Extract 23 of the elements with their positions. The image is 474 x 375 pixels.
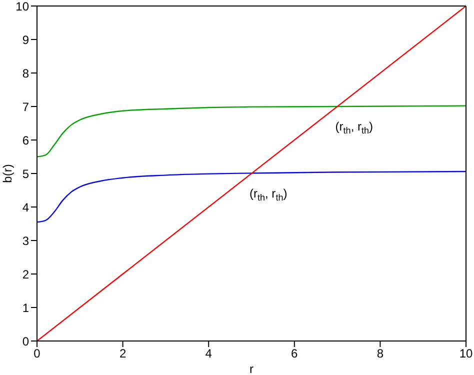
annotation: (r$_{th}$, r$_{th}$) [250, 186, 288, 202]
y-tick-label: 3 [22, 234, 30, 248]
y-axis-title: b(r) [0, 164, 14, 183]
y-tick-label: 9 [22, 32, 30, 47]
y-tick-label: 8 [22, 66, 30, 80]
x-tick-label: 2 [119, 346, 126, 361]
x-tick-label: 6 [291, 346, 298, 361]
y-tick-label: 2 [22, 267, 30, 282]
y-tick-label: 10 [16, 0, 30, 14]
x-tick-label: 4 [205, 346, 212, 361]
y-tick-label: 7 [22, 100, 30, 114]
x-tick-label: 0 [34, 346, 41, 361]
x-axis-title: r [250, 362, 254, 375]
x-tick-label: 8 [376, 346, 384, 361]
y-tick-label: 5 [22, 166, 30, 181]
line-series [37, 105, 466, 158]
line-series [37, 170, 466, 223]
x-tick-label: 10 [459, 346, 473, 361]
y-tick-label: 4 [22, 200, 30, 214]
y-tick-label: 0 [22, 334, 30, 348]
y-tick-label: 1 [22, 300, 30, 315]
y-tick-label: 6 [22, 133, 30, 148]
annotation: (r$_{th}$, r$_{th}$) [335, 120, 374, 136]
